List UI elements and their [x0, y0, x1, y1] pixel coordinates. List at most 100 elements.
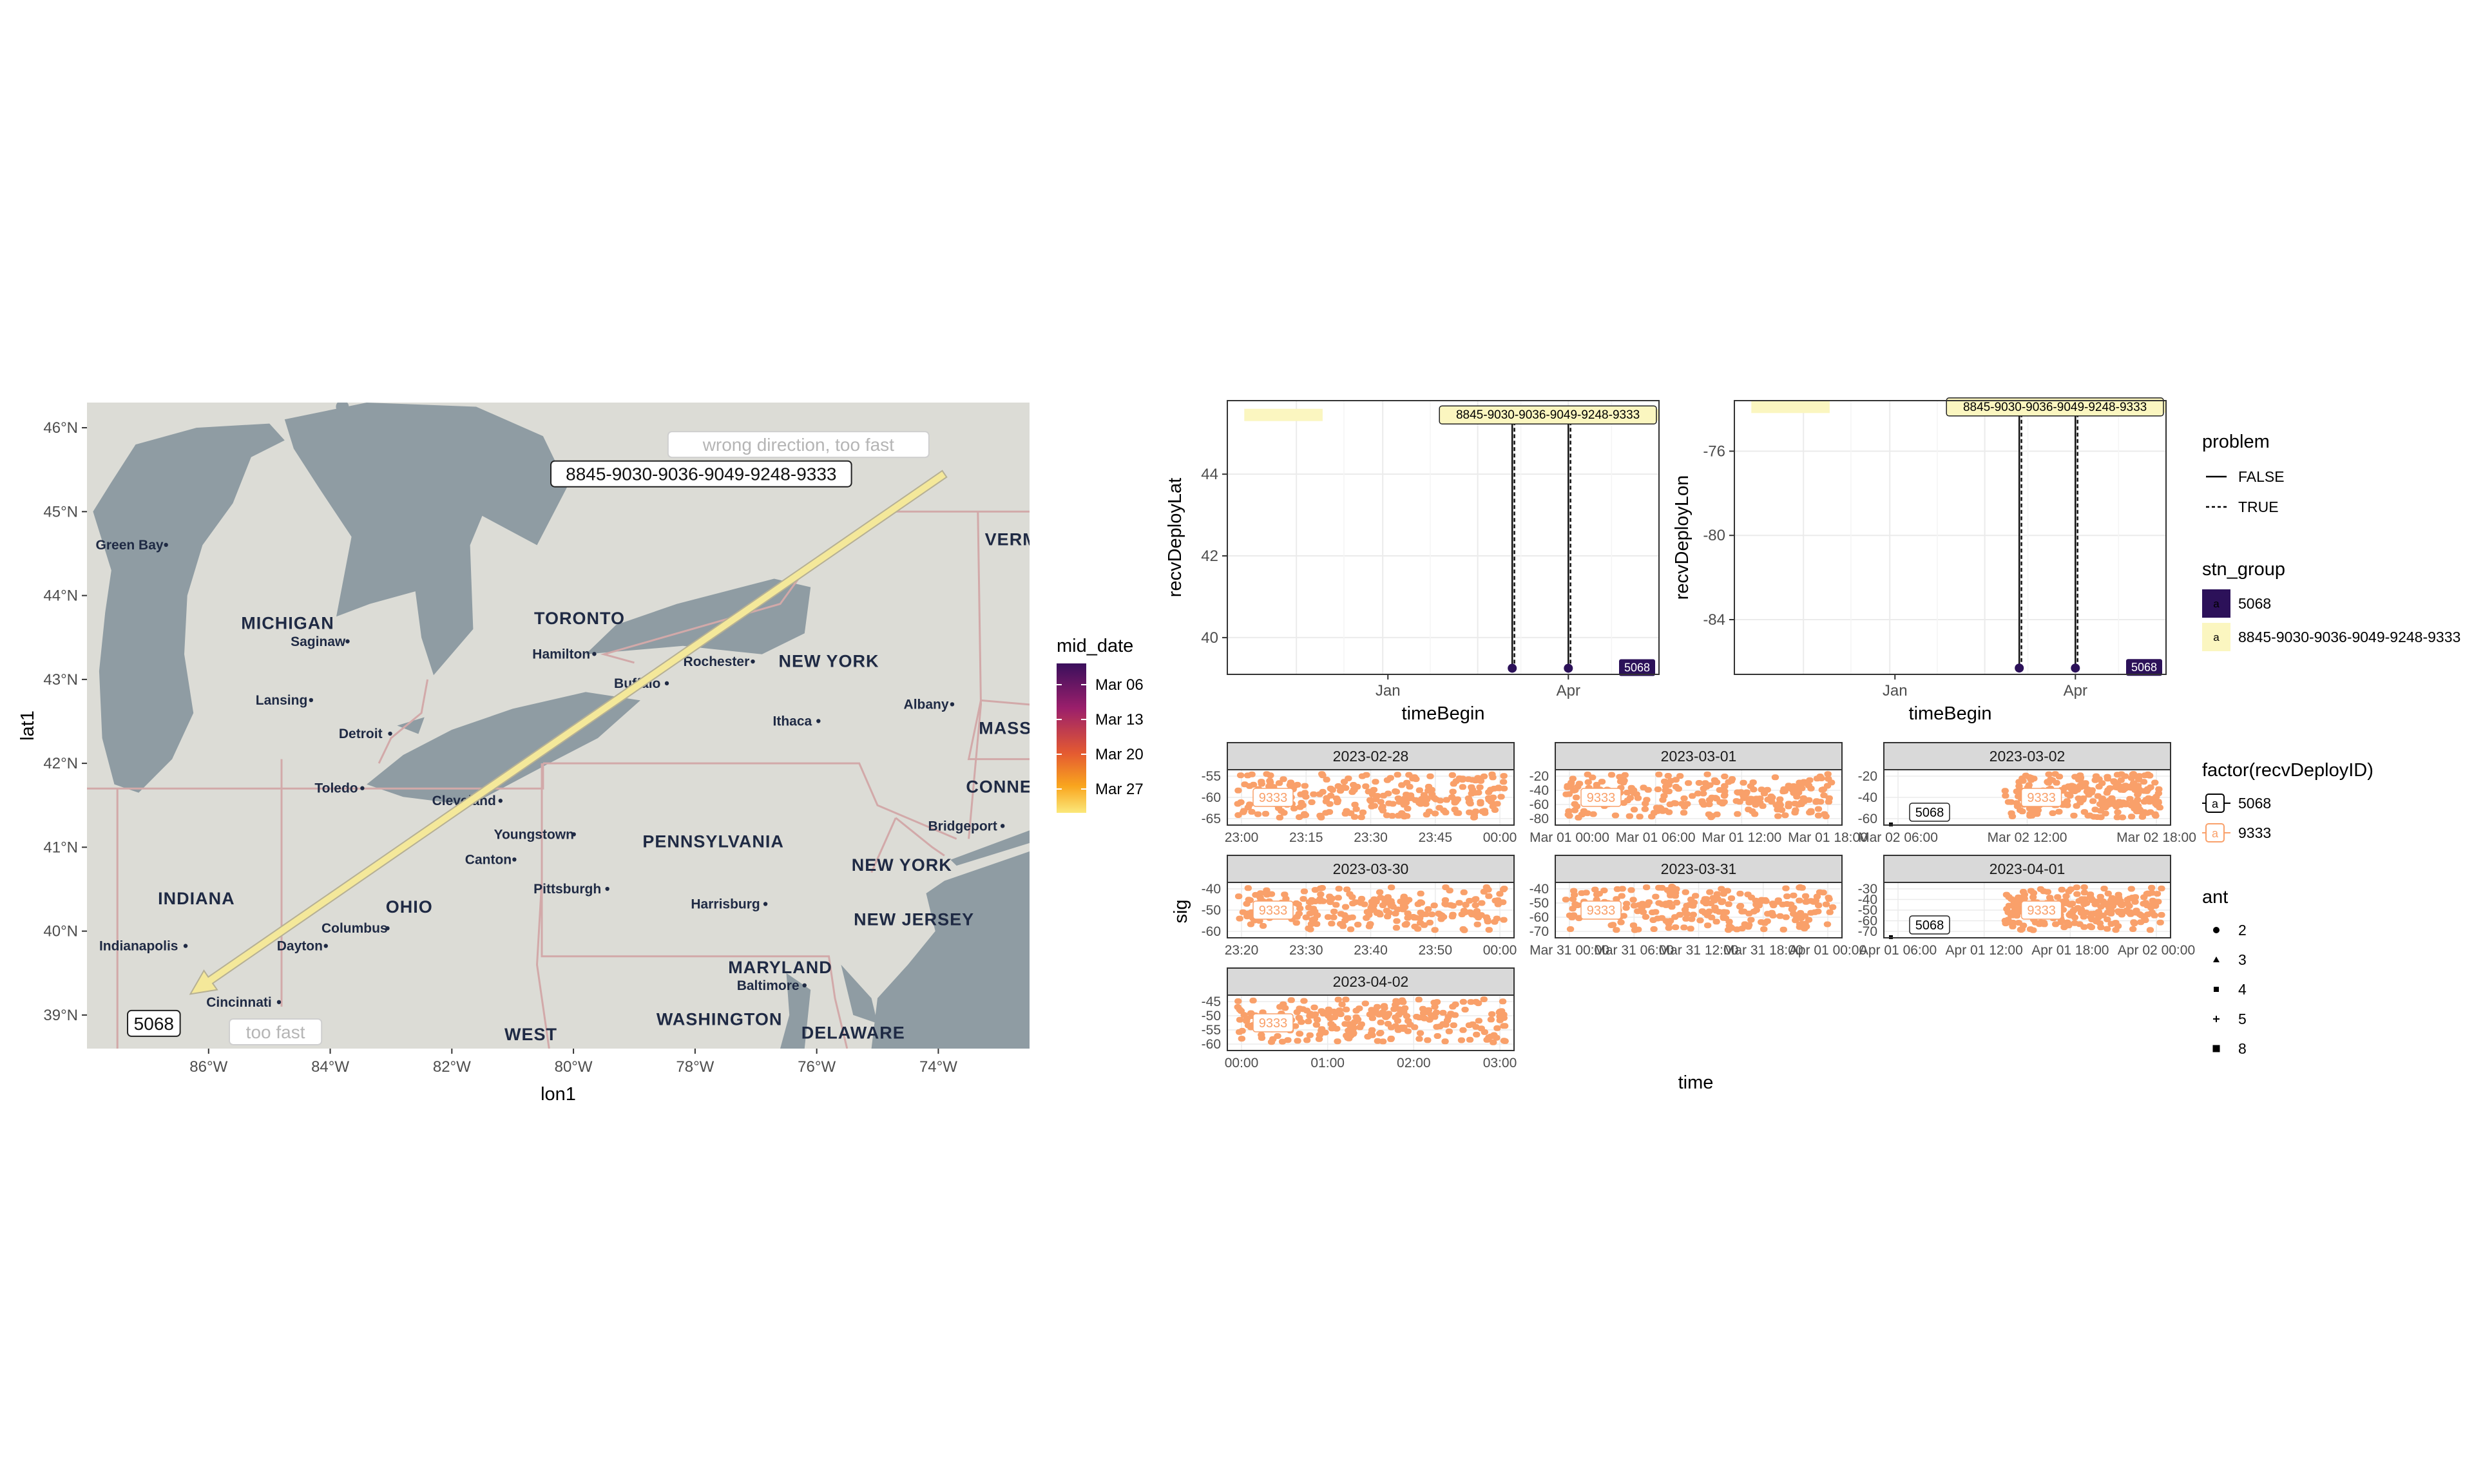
y-tick-label: -50 [1858, 903, 1877, 918]
legend-key-shape [2212, 1045, 2220, 1052]
x-tick-label: Mar 31 06:00 [1594, 943, 1674, 958]
region-label: MASS [979, 719, 1031, 738]
lake-michigan [93, 423, 285, 793]
map-label-text: too fast [246, 1022, 305, 1042]
city-label: Cincinnati [206, 995, 272, 1010]
y-tick-label: 40°N [43, 923, 78, 940]
legend-key-shape [2213, 1016, 2220, 1022]
city-dot [388, 731, 392, 736]
y-tick-label: -50 [1202, 903, 1221, 918]
facet-border [1227, 994, 1515, 1051]
legend-label: Mar 20 [1095, 746, 1144, 763]
facet-strip-label: 2023-02-28 [1333, 748, 1409, 765]
y-tick-label: -60 [1858, 812, 1877, 826]
x-tick-label: Mar 01 06:00 [1616, 830, 1696, 845]
x-tick-label: 00:00 [1483, 943, 1517, 958]
legend-label: 3 [2238, 951, 2247, 968]
y-tick-label: -20 [1858, 769, 1877, 784]
y-tick-label: -45 [1202, 994, 1221, 1009]
y-tick-label: -60 [1529, 910, 1549, 925]
legend-label: 4 [2238, 981, 2247, 998]
legend-title: stn_group [2202, 559, 2285, 580]
y-tick-label: -40 [1858, 893, 1877, 908]
facet-2023-03-02: 2023-03-02 9333 5068 -20 -40 -60 Mar 02 06:00 M… [1858, 742, 2196, 845]
x-axis-title: timeBegin [1909, 703, 1992, 724]
x-tick-label: Jan [1883, 682, 1908, 699]
facet-border [1883, 882, 2171, 938]
city-dot [950, 702, 955, 707]
city-dot [276, 1000, 282, 1005]
city-label: Bridgeport [928, 819, 997, 833]
city-label: Green Bay [96, 538, 164, 553]
x-tick-label: 86°W [189, 1058, 227, 1076]
facet-strip-label: 2023-04-01 [1990, 861, 2066, 877]
state-border [542, 762, 957, 840]
x-tick-label: 23:50 [1418, 943, 1452, 958]
legend-key-letter: a [2212, 797, 2219, 810]
x-tick-label: Mar 02 12:00 [1988, 830, 2067, 845]
region-label: MARYLAND [728, 958, 832, 977]
region-label: CONNECT [966, 777, 1057, 797]
y-tick-label: -76 [1703, 442, 1725, 460]
legend-key-shape [2214, 987, 2219, 992]
y-tick-label: 40 [1201, 629, 1218, 647]
legend-label: 5068 [2238, 595, 2271, 612]
y-tick-label: -60 [1202, 790, 1221, 805]
facet-border [1555, 882, 1843, 938]
map-label-text: 8845-9030-9036-9049-9248-9333 [566, 464, 836, 484]
deploy-panel-1: 8845-9030-9036-9049-9248-9333 5068 -76 -80 -… [1672, 397, 2167, 724]
y-tick-label: 39°N [43, 1007, 78, 1024]
x-tick-label: Mar 02 06:00 [1858, 830, 1938, 845]
legend-title: mid_date [1057, 636, 1133, 656]
facet-strip-label: 2023-04-02 [1333, 973, 1409, 990]
city-dot [323, 944, 328, 948]
delaware-bay [841, 964, 877, 1023]
id-label-box [1252, 788, 1294, 807]
x-tick-label: Mar 31 00:00 [1529, 943, 1609, 958]
legend-title: factor(recvDeployID) [2202, 760, 2373, 781]
lake-huron [284, 403, 568, 676]
id-label: 9333 [2027, 791, 2056, 805]
id-label: 5068 [1915, 806, 1944, 820]
map-label-box [127, 1009, 181, 1037]
region-label: MICHIGAN [241, 614, 334, 633]
city-label: Saginaw [291, 634, 346, 649]
group-label-box [1619, 659, 1655, 676]
x-tick-label: Apr 01 00:00 [1789, 943, 1866, 958]
x-tick-label: Jan [1376, 682, 1401, 699]
facet-strip [1227, 742, 1515, 770]
city-label: Hamilton [532, 647, 590, 661]
lake-erie [367, 692, 640, 806]
state-border [600, 510, 1030, 664]
facet-strip-label: 2023-03-31 [1661, 861, 1737, 877]
id-label: 9333 [1587, 791, 1616, 805]
facet-strip [1883, 742, 2171, 770]
facet-border [1227, 882, 1515, 938]
map-label-box [229, 1018, 323, 1045]
y-tick-label: -65 [1202, 812, 1221, 826]
x-tick-label: 78°W [676, 1058, 714, 1076]
mid-date-legend: mid_date Mar 06 Mar 13 Mar 20 Mar 27 [1057, 636, 1144, 813]
y-tick-label: -40 [1529, 882, 1549, 897]
facet-2023-03-01: 2023-03-01 9333 -20-40-60-80 Mar 01 00:00 Ma… [1529, 742, 1868, 845]
y-tick-label: -70 [1858, 924, 1877, 939]
city-dot [498, 799, 503, 803]
y-tick-label: 45°N [43, 503, 78, 520]
facet-border [1227, 769, 1515, 826]
x-tick-label: 74°W [919, 1058, 957, 1076]
legend-label: 8845-9030-9036-9049-9248-9333 [2238, 629, 2460, 645]
region-label: NEW JERSEY [854, 910, 974, 929]
y-axis-title: lat1 [17, 710, 38, 741]
legend-label: 5 [2238, 1011, 2247, 1027]
city-label: Harrisburg [691, 897, 760, 911]
facet-strip [1883, 855, 2171, 883]
city-dot [309, 698, 314, 703]
y-tick-label: -70 [1529, 924, 1549, 939]
city-dot [763, 902, 768, 906]
id-label-box [1580, 788, 1622, 807]
y-tick-label: -80 [1529, 812, 1549, 826]
